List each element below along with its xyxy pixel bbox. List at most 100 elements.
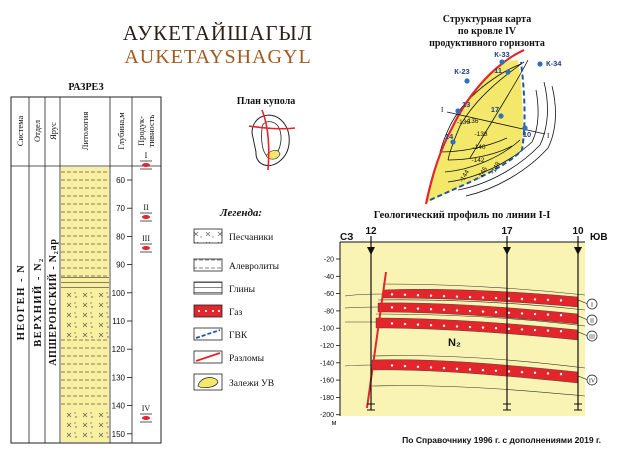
legend-label: Залежи УВ — [229, 379, 274, 389]
legend-label: Алевролиты — [229, 262, 280, 272]
sandstone-pattern-icon — [193, 228, 223, 244]
profile-line-label-left: I — [441, 106, 444, 114]
legend-item-clay-pattern: Глины — [193, 281, 256, 295]
depth-tick-label: 60 — [116, 176, 125, 185]
lithology-silt-lower — [61, 339, 109, 411]
map-gvk-line — [429, 61, 526, 201]
depth-tick-label: 110 — [112, 317, 125, 326]
well-label: 10 — [523, 130, 531, 139]
legend: Песчаники Алевролиты Глины Газ ГВК Разломы Зал… — [193, 228, 280, 391]
well-label: К-33 — [494, 50, 509, 59]
map-well: 14 — [445, 132, 456, 145]
profile-line-label-right: I — [547, 132, 550, 140]
profile-fault — [366, 271, 387, 409]
header-lithology: Литология — [80, 112, 90, 151]
field-title-latin: AUKETAYSHAGYL — [124, 46, 311, 68]
profile-title: Геологический профиль по линии I-I — [374, 210, 551, 221]
gas-pattern-icon — [193, 304, 223, 318]
section-title: РАЗРЕЗ — [68, 82, 103, 93]
section-column — [10, 96, 162, 444]
horizon-circle — [586, 314, 598, 326]
y-tick-label: -180 — [320, 395, 334, 402]
horizon-label: I — [145, 151, 148, 160]
horizon-label: IV — [142, 404, 151, 413]
gvk-dashed-line-icon — [193, 327, 223, 341]
horizon-label: IV — [589, 379, 596, 385]
map-well: 11 — [494, 66, 511, 75]
header-stage: Ярус — [48, 122, 58, 140]
clay-pattern-icon — [193, 281, 223, 295]
legend-label: Газ — [229, 308, 242, 318]
map-title-line2: по кровле IV — [458, 26, 517, 37]
map-well: 10 — [522, 125, 531, 139]
depth-tick-label: 80 — [116, 232, 125, 241]
y-tick-label: -120 — [320, 343, 334, 350]
gas-mark — [142, 215, 150, 219]
y-tick-label: -160 — [320, 378, 334, 385]
legend-item-deposit-shape: Залежи УВ — [193, 373, 274, 391]
horizon-label: II — [143, 203, 149, 212]
lithology-sand-lower — [61, 411, 109, 442]
y-tick-label: -80 — [324, 308, 334, 315]
y-tick-label: -60 — [324, 291, 334, 298]
horizon-circle — [586, 330, 598, 342]
lithology-clay — [61, 277, 109, 289]
horizon-label: II — [590, 319, 594, 325]
contour-label: -142 — [471, 157, 484, 164]
source-note: По Справочнику 1996 г. с дополнениями 20… — [402, 435, 601, 445]
well-icon — [522, 125, 528, 131]
well-label: 17 — [491, 105, 499, 114]
structural-map: I I — [424, 49, 556, 205]
header-depth: Глубина,м — [116, 112, 126, 150]
field-title: АУКЕТАЙШАГЫЛ — [123, 21, 313, 45]
header-series: Отдел — [32, 119, 42, 142]
depth-scale: 60 70 80 90 100 110 120 130 140 150 — [112, 176, 132, 439]
contour-label: -136 — [465, 118, 478, 125]
y-tick-label: -100 — [320, 326, 334, 333]
legend-label: ГВК — [229, 331, 248, 341]
contour-label-top: -136 — [457, 119, 470, 126]
legend-label: Разломы — [229, 354, 265, 364]
dome-plan-sketch — [248, 109, 296, 171]
depth-tick-label: 90 — [116, 261, 125, 270]
well-icon — [499, 59, 505, 65]
depth-tick-label: 70 — [116, 204, 125, 213]
legend-item-fault-line: Разломы — [193, 350, 265, 364]
y-tick-label: -20 — [324, 257, 334, 264]
well-icon — [464, 78, 470, 84]
profile-formation-label: N₂ — [448, 337, 461, 349]
map-well: К-23 — [454, 67, 470, 84]
well-icon — [505, 69, 511, 75]
legend-label: Песчаники — [229, 233, 273, 243]
y-tick-label: -40 — [324, 274, 334, 281]
y-tick-label: -200 — [320, 412, 334, 419]
horizon-label: III — [589, 335, 595, 341]
header-system: Система — [15, 115, 25, 146]
depth-tick-label: 120 — [112, 345, 126, 354]
y-tick-label: -140 — [320, 360, 334, 367]
profile-well-12: 12 — [365, 226, 377, 237]
well-label: 14 — [445, 132, 454, 141]
map-well: К-33 — [494, 50, 510, 65]
depth-tick-label: 100 — [112, 289, 126, 298]
horizon-circle — [586, 374, 598, 386]
depth-tick-label: 150 — [112, 430, 126, 439]
profile-dir-right: ЮВ — [590, 232, 608, 243]
legend-item-sandstone-pattern: Песчаники — [193, 228, 273, 244]
profile-dir-left: СЗ — [340, 232, 353, 243]
legend-item-gas-pattern: Газ — [193, 304, 242, 318]
map-title-line1: Структурная карта — [443, 14, 531, 25]
profile-section — [339, 236, 586, 416]
horizon-circle — [586, 298, 598, 310]
well-label: 11 — [494, 66, 502, 75]
series-label: ВЕРХНИЙ - N₂ — [32, 257, 44, 346]
well-label: К-23 — [454, 67, 469, 76]
well-icon — [537, 61, 543, 67]
contour-label: -140 — [472, 144, 485, 151]
map-well: 13 — [455, 100, 470, 114]
gas-mark — [142, 163, 150, 167]
fault-line-icon — [193, 350, 223, 364]
profile-well-17: 17 — [501, 226, 513, 237]
